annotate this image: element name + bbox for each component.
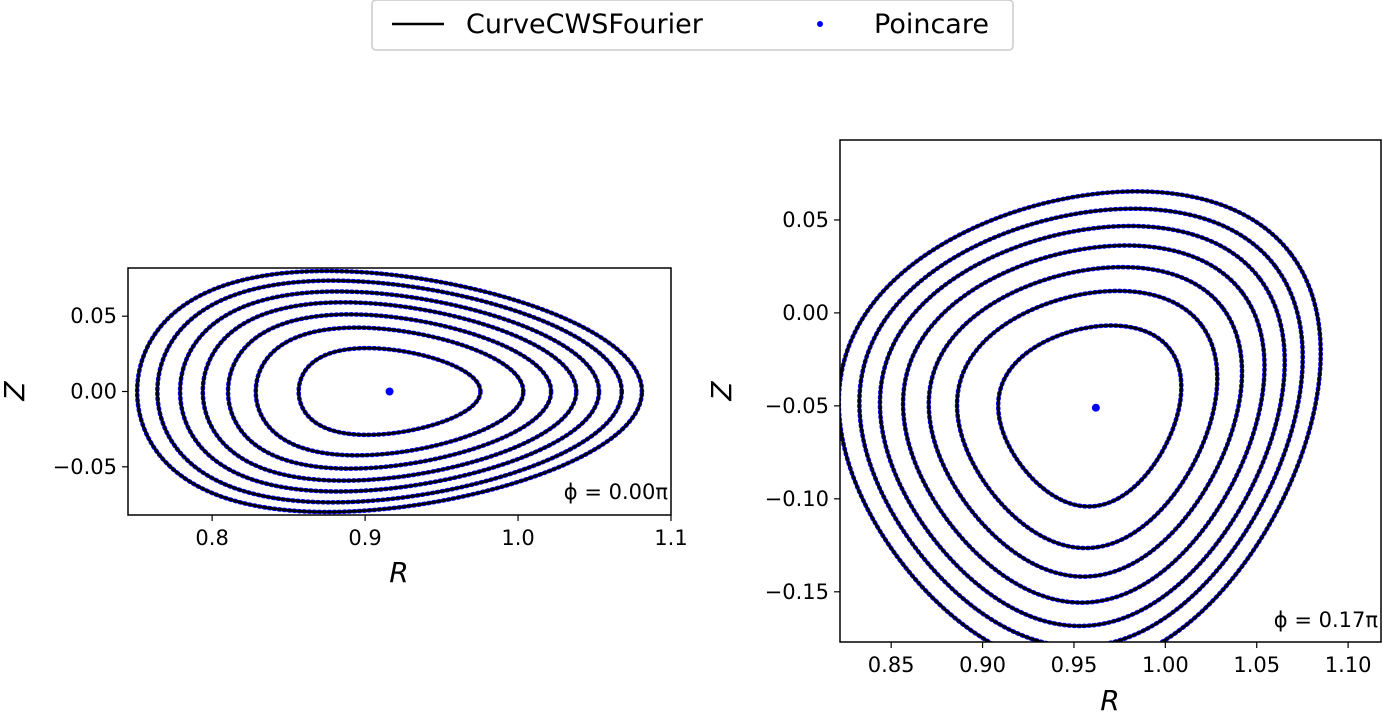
curve-cws-fourier-line [840,190,1323,642]
y-tick-label: 0.05 [70,304,117,328]
x-axis-label: R [389,556,408,589]
x-tick-label: 1.10 [1325,653,1372,677]
x-tick-label: 1.0 [501,526,534,550]
curve-cws-fourier-line [927,265,1244,578]
poincare-section-blue [877,223,1287,629]
legend-label-poincare: Poincare [874,9,989,40]
y-axis-label: Z [0,381,31,402]
phi-annotation: ϕ = 0.17π [1274,608,1379,632]
y-tick-label: −0.05 [53,455,117,479]
curve-cws-fourier-line [858,207,1305,642]
plot-panel-phi-0: 0.8 0.9 1.0 1.1 0.05 0.00 −0.05 R Z ϕ = 0.00π [0,267,688,589]
plot-area [134,268,645,515]
magnetic-axis-point [385,387,394,396]
curve-cws-fourier-line [226,313,553,470]
x-tick-label: 1.1 [654,526,687,550]
x-tick-label: 1.05 [1233,653,1280,677]
y-tick-label: 0.00 [70,380,117,404]
y-tick-label: −0.10 [765,487,829,511]
legend-marker-swatch [817,21,823,27]
x-tick-label: 0.9 [348,526,381,550]
curve-cws-fourier-line [996,324,1183,508]
x-tick-label: 0.95 [1051,653,1098,677]
curve-cws-fourier-line [297,346,482,437]
plot-panel-phi-017: 0.85 0.90 0.95 1.00 1.05 1.10 0.05 0.00 −0.05 −0.… [705,139,1382,717]
plot-area [840,189,1323,642]
curve-cws-fourier-line [901,244,1266,604]
poincare-section-blue [926,264,1245,579]
y-axis-label: Z [705,381,738,402]
x-tick-label: 0.85 [868,653,915,677]
y-tick-label: −0.15 [765,580,829,604]
ticks: 0.8 0.9 1.0 1.1 0.05 0.00 −0.05 [53,304,688,550]
y-tick-label: −0.05 [765,394,829,418]
x-tick-label: 1.00 [1142,653,1189,677]
curve-cws-fourier-line [201,301,578,482]
magnetic-axis-point [1091,403,1100,412]
x-tick-label: 0.90 [959,653,1006,677]
legend-frame [371,0,1014,51]
curve-cws-fourier-line [178,290,601,493]
curve-cws-fourier-line [878,224,1287,628]
poincare-section-blue [857,206,1305,642]
curve-cws-fourier-line [955,289,1219,550]
x-axis-label: R [1100,684,1119,717]
legend: CurveCWSFourier Poincare [371,0,1014,51]
phi-annotation: ϕ = 0.00π [564,480,669,504]
curve-cws-fourier-line [135,269,644,514]
axes-frame [839,139,1382,643]
legend-label-curve: CurveCWSFourier [466,9,704,40]
curve-cws-fourier-line [156,279,624,504]
y-tick-label: 0.00 [782,301,829,325]
poincare-section-blue [840,189,1323,642]
y-tick-label: 0.05 [782,208,829,232]
x-tick-label: 0.8 [195,526,228,550]
curve-cws-fourier-line [254,326,525,457]
ticks: 0.85 0.90 0.95 1.00 1.05 1.10 0.05 0.00 −0.05 −0.… [765,208,1372,677]
